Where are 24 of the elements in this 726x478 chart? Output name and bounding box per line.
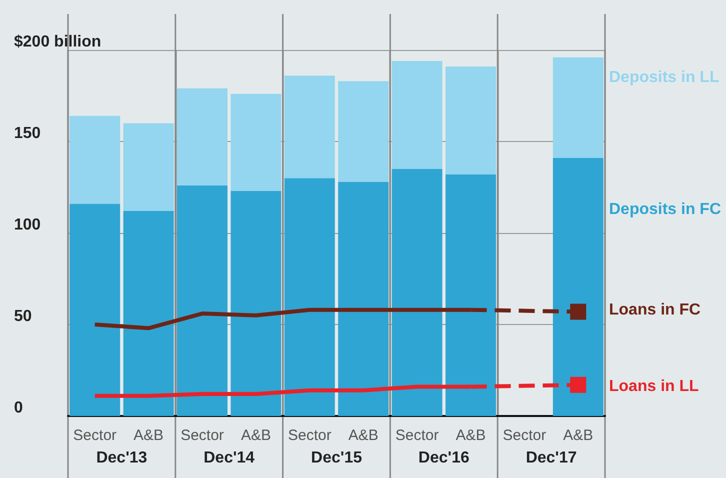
x-tick-label: A&B [240,427,271,444]
y-tick-label: 50 [14,308,32,325]
x-tick-label: Sector [502,427,546,444]
x-tick-label: Sector [73,427,117,444]
series-label: Deposits in FC [609,201,722,218]
x-tick-label: A&B [563,427,594,444]
x-tick-label: Sector [395,427,439,444]
text: Dec'13 [96,450,148,466]
y-tick-label: 150 [14,125,41,142]
y-tick-label: 100 [14,216,41,234]
text: Dec'17 [526,450,577,466]
text: Loans in LL [609,378,699,396]
series-label: Deposits in LL [609,68,720,86]
x-tick-label: Sector [288,427,332,444]
text: Dec'15 [311,450,362,466]
x-tick-label: A&B [134,427,164,444]
text: Dec'14 [204,450,255,466]
y-tick-label: $200 billion [14,34,102,50]
x-tick-label: A&B [456,427,486,444]
text: Loans in FC [609,301,701,318]
text: Dec'16 [418,450,470,466]
y-tick-label: 0 [14,400,23,416]
x-tick-label: A&B [348,427,378,444]
x-tick-label: Sector [180,427,224,444]
